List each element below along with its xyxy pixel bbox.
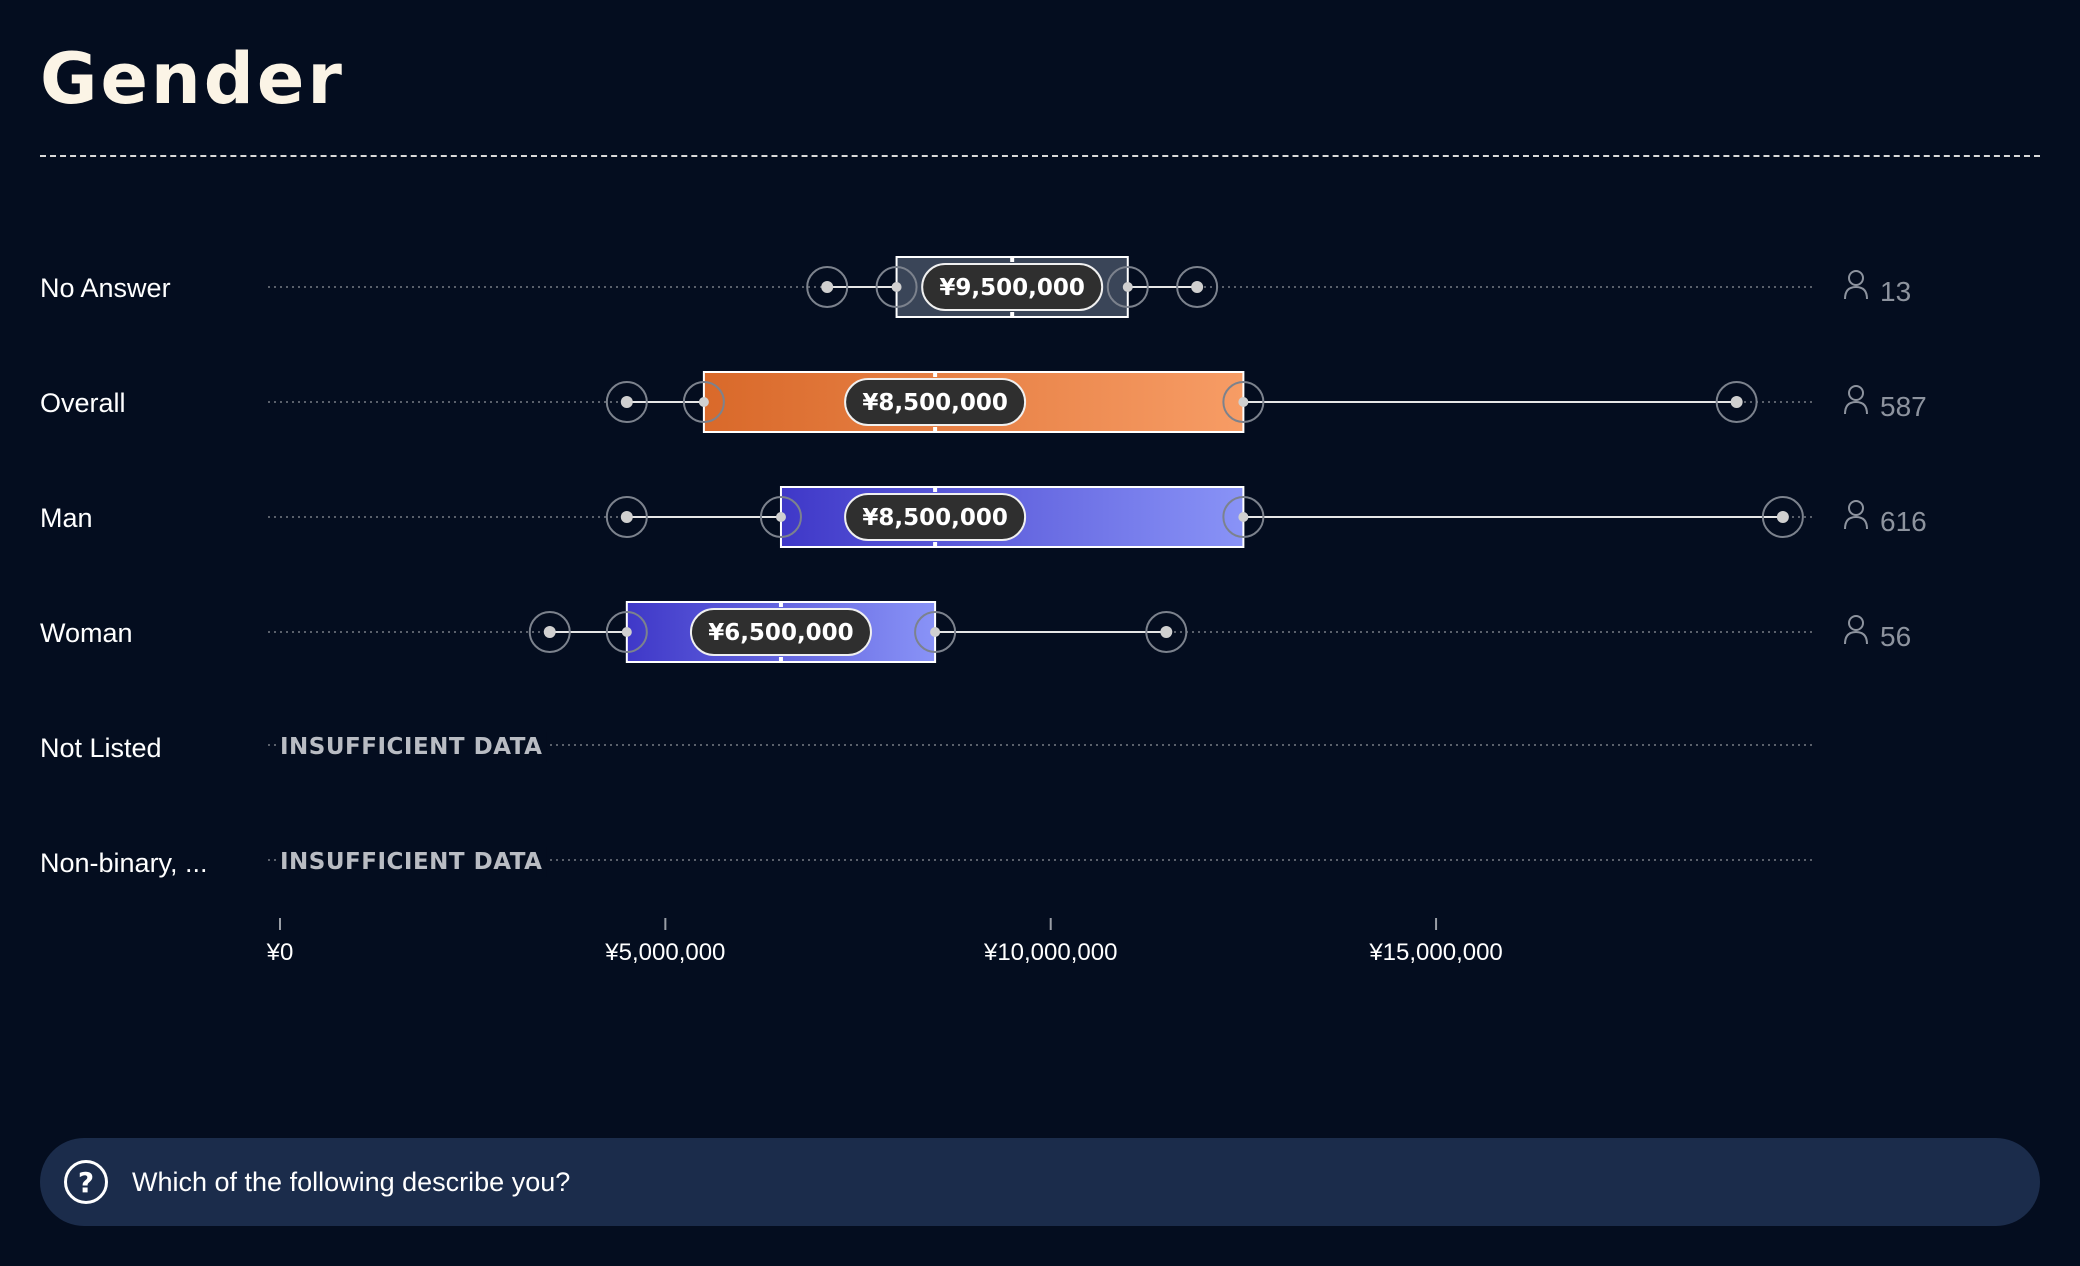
p90-marker-ring [1145, 611, 1188, 653]
p90-marker-dot [1776, 511, 1789, 523]
respondent-count: 56 [1880, 621, 1911, 652]
row-no-answer: No Answer ¥9,500,000 13 [40, 256, 1911, 318]
p10-marker-ring [605, 381, 648, 423]
p10-marker-dot [821, 281, 834, 293]
p10-marker-ring [605, 496, 648, 538]
p90-marker-ring [1761, 496, 1804, 538]
median-label: ¥8,500,000 [862, 390, 1008, 416]
p75-dot [930, 627, 941, 637]
p75-dot [1238, 512, 1249, 522]
x-tick-label: ¥10,000,000 [983, 939, 1117, 966]
p25-dot [891, 282, 902, 292]
question-circle-icon: ? [64, 1160, 108, 1204]
x-tick-label: ¥15,000,000 [1368, 939, 1502, 966]
p75-ring [1222, 496, 1265, 538]
question-text: Which of the following describe you? [132, 1166, 571, 1197]
insufficient-label-bg [276, 732, 547, 762]
respondent-count: 587 [1880, 391, 1927, 422]
p90-marker-dot [1730, 396, 1743, 408]
p90-marker-ring [1715, 381, 1758, 423]
respondent-count: 616 [1880, 506, 1927, 537]
p90-marker-dot [1191, 281, 1204, 293]
p75-ring [1222, 381, 1265, 423]
row-non-binary: Non-binary, ... INSUFFICIENT DATA [40, 847, 1812, 878]
p25-dot [775, 512, 786, 522]
insufficient-label-bg [276, 847, 547, 877]
row-label: Non-binary, ... [40, 848, 208, 878]
x-tick-label: ¥0 [266, 939, 294, 966]
p75-ring [914, 611, 957, 653]
p25-dot [698, 397, 709, 407]
divider [40, 155, 2040, 157]
p90-marker-dot [1160, 626, 1173, 638]
p10-marker-dot [620, 511, 633, 523]
p10-marker-ring [528, 611, 571, 653]
row-overall: Overall ¥8,500,000 587 [40, 371, 1927, 433]
person-icon [1844, 630, 1868, 645]
p25-dot [621, 627, 632, 637]
person-icon [1844, 400, 1868, 415]
row-not-listed: Not Listed INSUFFICIENT DATA [40, 732, 1812, 763]
row-woman: Woman ¥6,500,000 56 [40, 601, 1911, 663]
p25-ring [605, 611, 648, 653]
median-pill [921, 263, 1104, 311]
person-icon [1844, 285, 1868, 300]
p10-marker-dot [543, 626, 556, 638]
respondent-count: 13 [1880, 276, 1911, 307]
boxplot-chart: No Answer ¥9,500,000 13 Overall ¥8,500,000 58… [40, 256, 1927, 966]
p25-ring [682, 381, 725, 423]
p75-dot [1238, 397, 1249, 407]
person-icon-head [1848, 270, 1864, 286]
median-label: ¥9,500,000 [939, 275, 1085, 301]
row-label: Woman [40, 618, 133, 648]
p10-marker-dot [620, 396, 633, 408]
median-pill [689, 608, 872, 656]
person-icon-head [1848, 500, 1864, 516]
person-icon-head [1848, 385, 1864, 401]
median-pill [844, 493, 1027, 541]
person-icon [1844, 515, 1868, 530]
p25-ring [759, 496, 802, 538]
p75-dot [1122, 282, 1133, 292]
p25-ring [875, 266, 918, 308]
median-pill [844, 378, 1027, 426]
p75-ring [1106, 266, 1149, 308]
median-label: ¥8,500,000 [862, 505, 1008, 531]
insufficient-data-label: INSUFFICIENT DATA [280, 849, 542, 875]
row-label: Man [40, 503, 93, 533]
row-label: Overall [40, 388, 126, 418]
row-label: No Answer [40, 273, 171, 303]
x-tick-label: ¥5,000,000 [604, 939, 725, 966]
page-title: Gender [40, 38, 345, 120]
person-icon-head [1848, 615, 1864, 631]
p90-marker-ring [1176, 266, 1219, 308]
p10-marker-ring [806, 266, 849, 308]
row-label: Not Listed [40, 733, 162, 763]
row-man: Man ¥8,500,000 616 [40, 486, 1927, 548]
question-bar[interactable]: ? Which of the following describe you? [40, 1138, 2040, 1226]
median-label: ¥6,500,000 [708, 620, 854, 646]
insufficient-data-label: INSUFFICIENT DATA [280, 734, 542, 760]
